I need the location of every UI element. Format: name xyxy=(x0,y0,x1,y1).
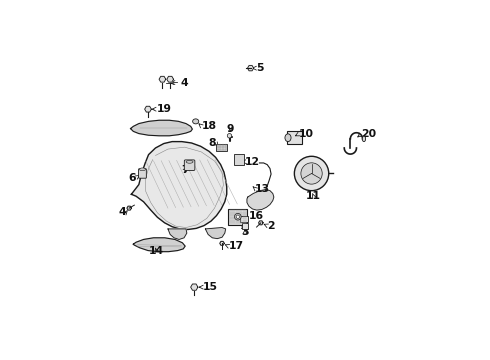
Circle shape xyxy=(301,163,322,184)
Text: 1: 1 xyxy=(240,221,247,231)
Text: 12: 12 xyxy=(245,157,260,167)
Circle shape xyxy=(236,215,240,219)
Polygon shape xyxy=(191,284,198,290)
Text: 14: 14 xyxy=(149,246,164,256)
Ellipse shape xyxy=(285,134,291,141)
Text: 20: 20 xyxy=(362,129,377,139)
Text: 10: 10 xyxy=(299,129,314,139)
Text: 8: 8 xyxy=(208,138,216,148)
FancyBboxPatch shape xyxy=(139,169,147,178)
Polygon shape xyxy=(167,76,173,82)
FancyBboxPatch shape xyxy=(242,223,248,229)
Circle shape xyxy=(227,134,232,138)
Polygon shape xyxy=(131,141,227,229)
FancyBboxPatch shape xyxy=(287,131,302,144)
Text: 4: 4 xyxy=(118,207,126,217)
Polygon shape xyxy=(247,66,254,71)
FancyBboxPatch shape xyxy=(217,144,227,151)
Ellipse shape xyxy=(193,119,199,124)
Text: 11: 11 xyxy=(306,191,321,201)
Polygon shape xyxy=(133,238,185,252)
Ellipse shape xyxy=(362,136,366,141)
Polygon shape xyxy=(247,190,274,210)
FancyBboxPatch shape xyxy=(240,216,248,222)
Polygon shape xyxy=(145,106,151,112)
FancyBboxPatch shape xyxy=(235,154,244,165)
Text: 2: 2 xyxy=(267,221,275,231)
FancyBboxPatch shape xyxy=(228,209,247,225)
Polygon shape xyxy=(168,229,187,239)
Ellipse shape xyxy=(140,168,146,171)
Polygon shape xyxy=(159,76,166,82)
Text: 13: 13 xyxy=(255,184,270,194)
Text: 15: 15 xyxy=(203,282,218,292)
FancyBboxPatch shape xyxy=(184,160,195,170)
Polygon shape xyxy=(259,221,263,225)
Text: 5: 5 xyxy=(257,63,264,73)
Text: 19: 19 xyxy=(157,104,172,114)
Polygon shape xyxy=(127,206,131,210)
Polygon shape xyxy=(220,242,224,245)
Polygon shape xyxy=(130,120,193,136)
Text: 18: 18 xyxy=(202,121,217,131)
Ellipse shape xyxy=(186,161,193,163)
Text: 17: 17 xyxy=(228,241,244,251)
Circle shape xyxy=(235,213,241,220)
Text: 7: 7 xyxy=(181,165,189,175)
Text: 16: 16 xyxy=(248,211,264,221)
Text: 3: 3 xyxy=(241,227,249,237)
Text: 4: 4 xyxy=(180,77,188,87)
Circle shape xyxy=(294,156,329,191)
Text: 9: 9 xyxy=(226,123,234,134)
Text: 6: 6 xyxy=(128,173,136,183)
Polygon shape xyxy=(205,228,225,239)
